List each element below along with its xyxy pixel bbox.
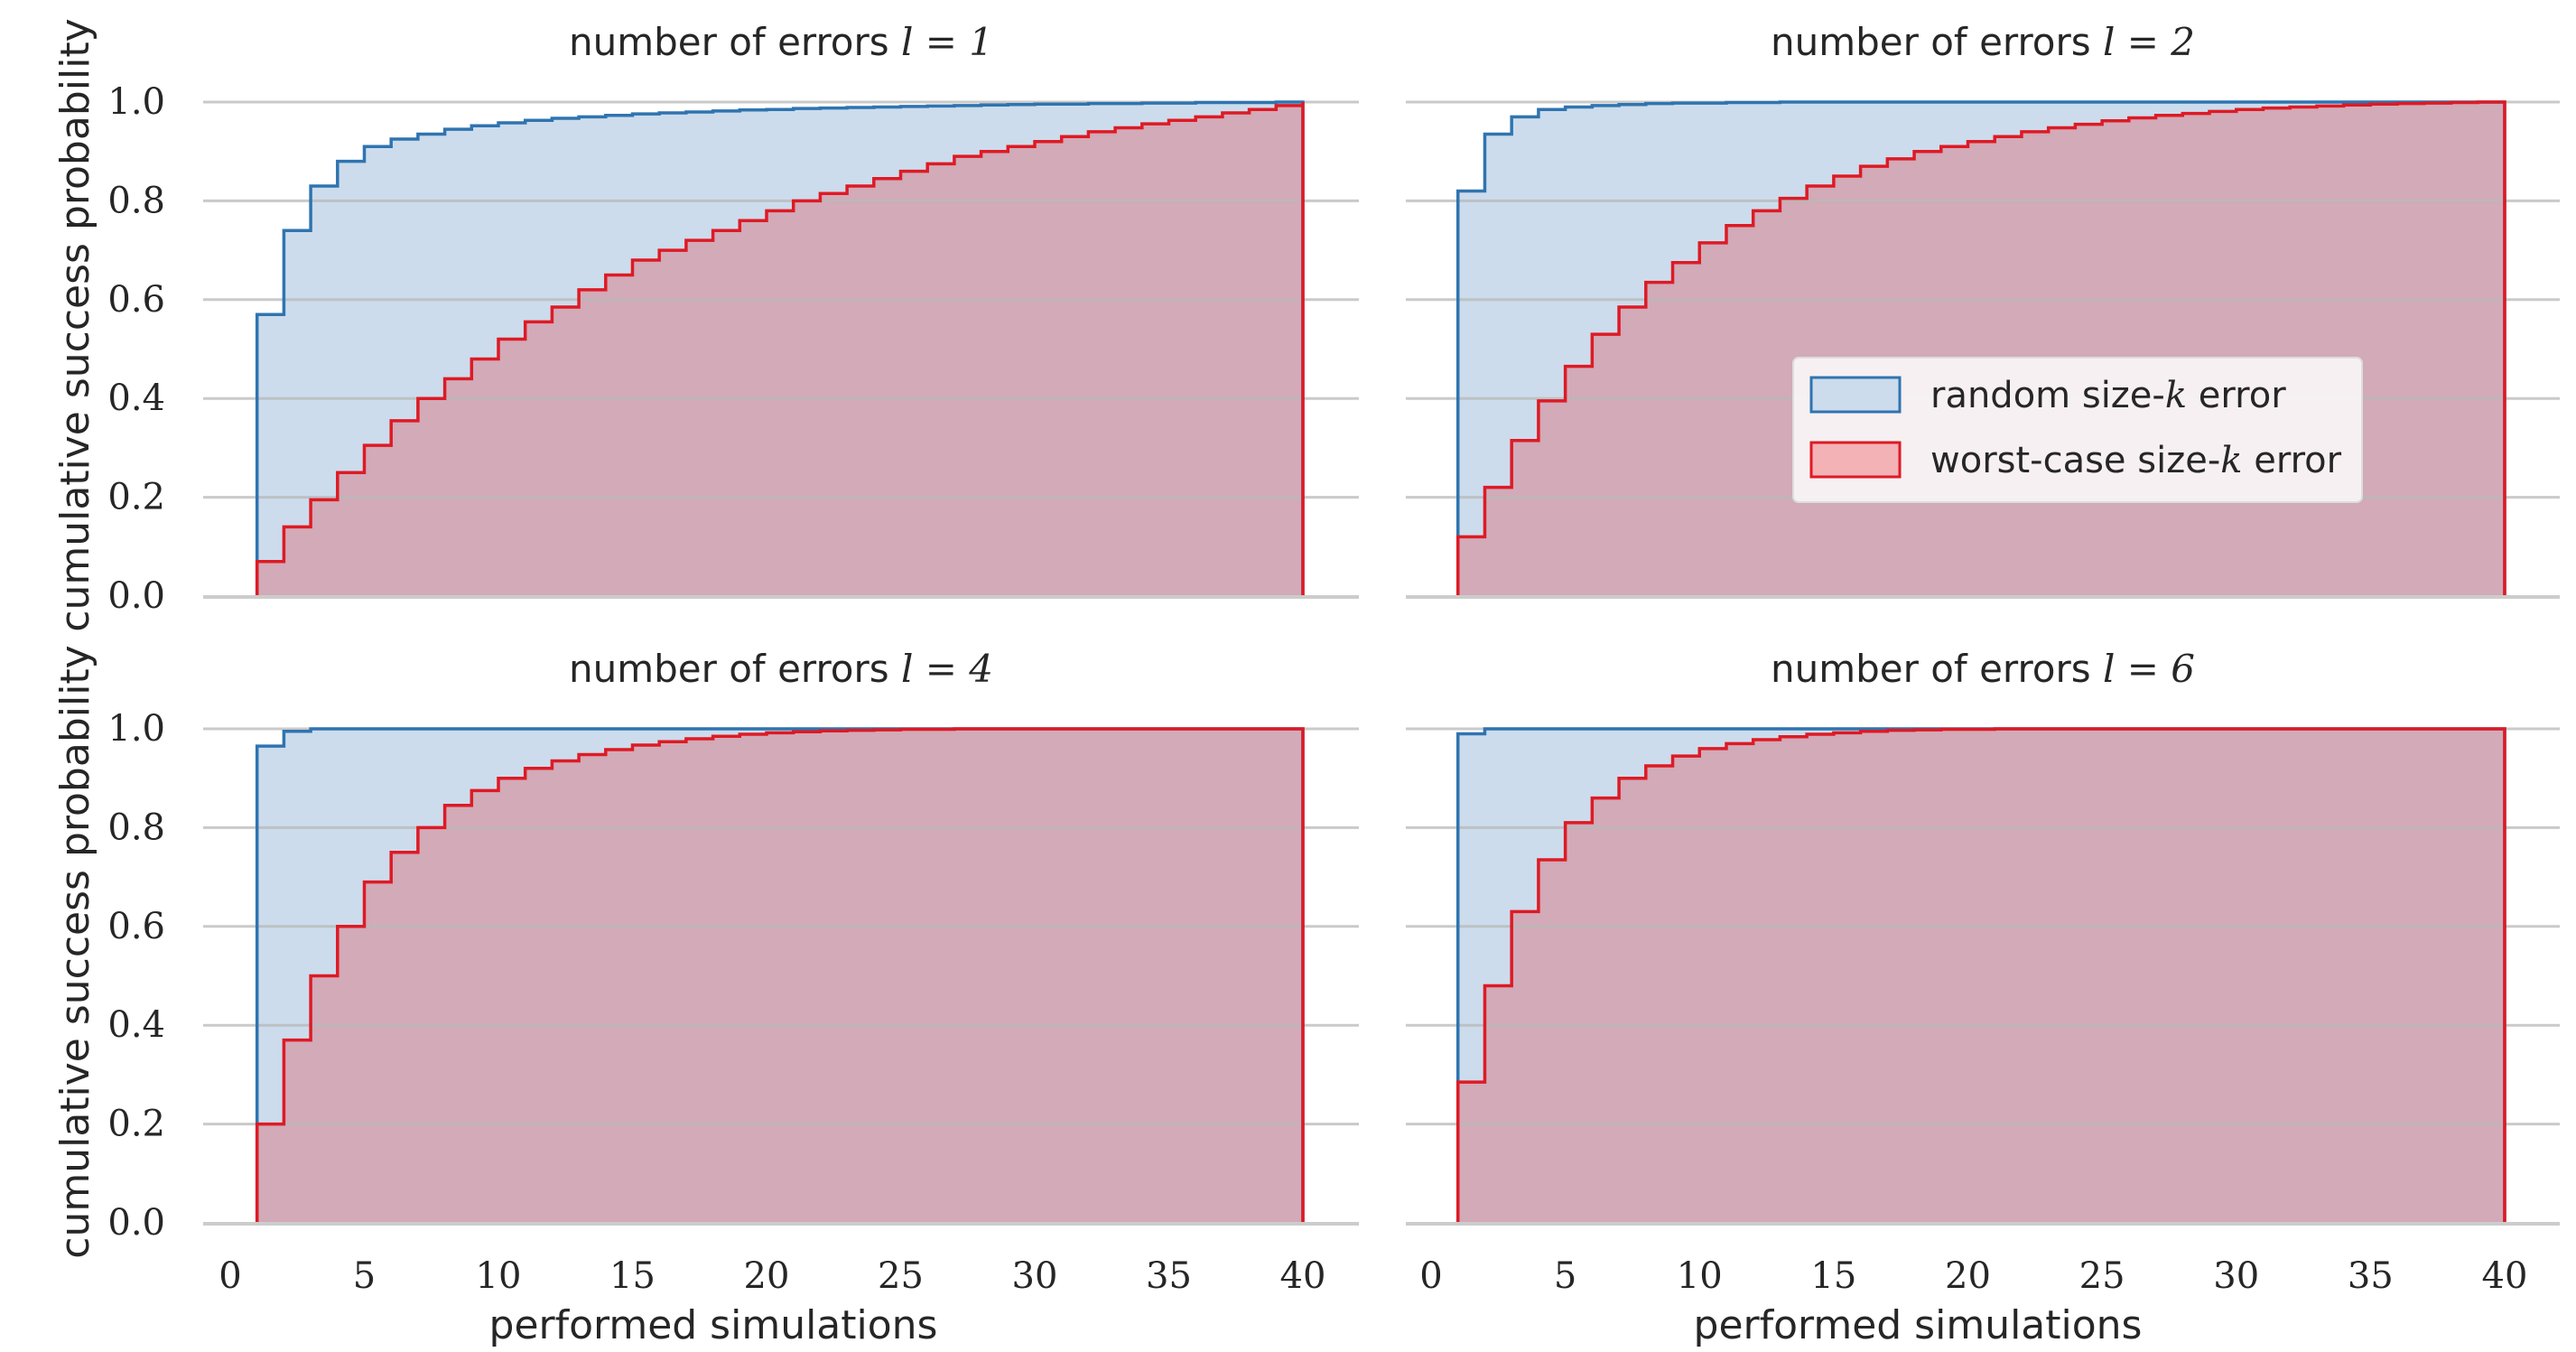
y-tick-label: 0.8 xyxy=(107,180,165,221)
y-tick-label: 0.4 xyxy=(107,1004,165,1046)
y-tick-label: 0.0 xyxy=(107,1202,165,1244)
panel-title-math: l = 6 xyxy=(2103,647,2195,691)
panel-title-text: number of errors xyxy=(1771,20,2103,64)
y-tick-label: 0.2 xyxy=(107,477,165,518)
y-tick-label: 0.6 xyxy=(107,279,165,321)
legend-label-random-prefix: random size- xyxy=(1930,375,2165,416)
x-tick-label: 0 xyxy=(1419,1255,1442,1297)
legend-label-random-suffix: error xyxy=(2187,375,2286,416)
worst-step-line xyxy=(255,727,1305,1223)
panel-2: number of errors l = 2 xyxy=(1406,20,2560,599)
x-tick-label: 25 xyxy=(2079,1255,2125,1297)
panel-title-text: number of errors xyxy=(569,20,901,64)
y-tick-label: 0.0 xyxy=(107,575,165,617)
panel-4: number of errors l = 6 0 5 10 15 20 25 30 35 40 xyxy=(1406,647,2560,1297)
worst-step-line xyxy=(1455,727,2506,1223)
x-tick-label: 0 xyxy=(219,1255,241,1297)
panel-title: number of errors l = 4 xyxy=(569,647,993,691)
x-tick-label: 20 xyxy=(1945,1255,1991,1297)
x-tick-label: 20 xyxy=(744,1255,790,1297)
x-tick-label: 35 xyxy=(2348,1255,2394,1297)
x-tick-label: 30 xyxy=(1012,1255,1058,1297)
y-tick-label: 1.0 xyxy=(107,81,165,123)
panel-title: number of errors l = 1 xyxy=(569,20,993,64)
x-tick-label: 35 xyxy=(1146,1255,1192,1297)
worst-step-line xyxy=(1455,100,2506,596)
x-tick-label: 15 xyxy=(609,1255,656,1297)
legend-label-worst-prefix: worst-case size- xyxy=(1930,440,2220,481)
panels-layer: number of errors l = 1 0.0 0.2 0.4 0.6 0.8 1.0… xyxy=(107,20,2560,1297)
random-step-line xyxy=(1455,100,2506,596)
random-step-line xyxy=(255,100,1305,596)
x-tick-label: 5 xyxy=(353,1255,376,1297)
y-axis-label-bottom: cumulative success probability xyxy=(52,645,98,1258)
panel-1: number of errors l = 1 0.0 0.2 0.4 0.6 0.8 1.0 xyxy=(107,20,1359,617)
y-tick-label: 0.4 xyxy=(107,378,165,419)
x-tick-label: 5 xyxy=(1554,1255,1576,1297)
panel-title-math: l = 2 xyxy=(2103,20,2195,64)
y-tick-label: 0.6 xyxy=(107,906,165,947)
y-tick-label: 0.8 xyxy=(107,807,165,848)
x-tick-label: 10 xyxy=(1677,1255,1723,1297)
x-tick-label: 40 xyxy=(2482,1255,2528,1297)
y-tick-label: 0.2 xyxy=(107,1104,165,1145)
panel-title: number of errors l = 6 xyxy=(1771,647,2195,691)
worst-area-fill xyxy=(256,729,1304,1223)
x-tick-label: 10 xyxy=(476,1255,522,1297)
legend-label-worst-var: k xyxy=(2220,440,2242,481)
x-tick-label: 25 xyxy=(878,1255,924,1297)
x-axis-label-right: performed simulations xyxy=(1694,1302,2143,1348)
panel-title-text: number of errors xyxy=(1771,647,2103,691)
x-tick-label: 15 xyxy=(1810,1255,1856,1297)
legend-label-random: random size-k error xyxy=(1930,375,2286,416)
panel-3: number of errors l = 4 0.0 0.2 0.4 0.6 0.8 1.0… xyxy=(107,647,1359,1297)
legend-swatch-worst xyxy=(1809,441,1902,479)
panel-title-math: l = 4 xyxy=(901,647,993,691)
worst-area-fill xyxy=(1457,729,2505,1223)
panel-title: number of errors l = 2 xyxy=(1771,20,2195,64)
worst-area-fill xyxy=(256,102,1304,596)
x-axis-label-left: performed simulations xyxy=(489,1302,938,1348)
panel-title-math: l = 1 xyxy=(901,20,993,64)
legend-label-worst: worst-case size-k error xyxy=(1930,440,2342,481)
x-tick-label: 40 xyxy=(1280,1255,1326,1297)
x-tick-label: 30 xyxy=(2213,1255,2259,1297)
legend-box xyxy=(1792,357,2363,503)
legend: random size-k error worst-case size-k er… xyxy=(1792,357,2363,503)
legend-label-worst-suffix: error xyxy=(2243,440,2342,481)
worst-step-line xyxy=(255,102,1305,596)
legend-swatch-random xyxy=(1809,376,1902,414)
panel-title-text: number of errors xyxy=(569,647,901,691)
y-tick-label: 1.0 xyxy=(107,708,165,750)
y-axis-label-top: cumulative success probability xyxy=(52,18,98,631)
legend-label-random-var: k xyxy=(2165,375,2187,416)
